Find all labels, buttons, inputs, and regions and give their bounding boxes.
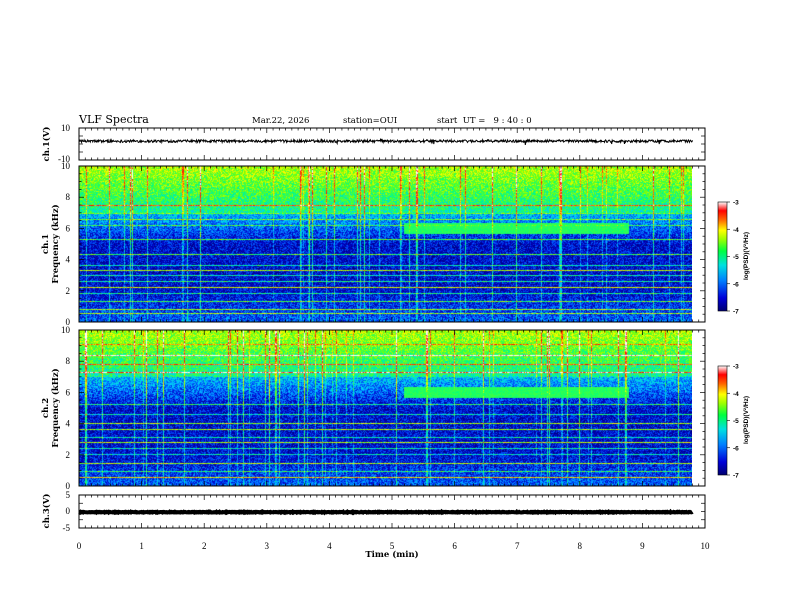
time-axis-tick-3: 3	[265, 541, 270, 551]
time-axis-tick-7: 7	[515, 541, 520, 551]
ch1-ytick-bottom: -10	[58, 154, 70, 164]
ch1-spec-ytick-label-10: 10	[61, 161, 71, 171]
ch1-colorbar-tick-label--5: -5	[733, 254, 739, 261]
ch1-spectrogram-ylabel-frequency: Frequency (kHz)	[50, 204, 61, 283]
ch2-spec-ytick-label-8: 8	[66, 356, 71, 366]
ch2-colorbar-tick-label--5: -5	[733, 418, 739, 425]
ch3-ytick-top: 5	[66, 490, 71, 500]
ch2-spectrogram-ylabel-frequency: Frequency (kHz)	[50, 368, 61, 447]
ch2-colorbar: -3 -4 -5 -6 -7 log(PSD)(V²/Hz)	[717, 364, 750, 480]
ch1-spec-ytick-label-6: 6	[66, 223, 71, 233]
ch1-colorbar-gradient	[717, 201, 728, 312]
ch3-waveform-trace	[78, 508, 694, 516]
ch2-colorbar-ticks: -3 -4 -5 -6 -7	[727, 364, 739, 480]
ch1-spec-ytick-label-2: 2	[66, 286, 71, 296]
ch2-colorbar-tick-label--7: -7	[733, 473, 739, 480]
ch1-waveform-ticks	[78, 127, 706, 161]
ch1-spec-ytick-label-4: 4	[66, 255, 71, 265]
ch3-waveform-ylabel: ch.3(V)	[41, 494, 52, 529]
ch1-spec-ytick-label-8: 8	[66, 192, 71, 202]
ch1-colorbar-tick-label--7: -7	[733, 309, 739, 316]
ch2-spectrogram-image	[79, 330, 692, 486]
time-axis-tick-5: 5	[390, 541, 395, 551]
time-axis-tick-labels: 0 1 2 3 4 5 6 7 8 9 10	[77, 541, 710, 551]
ch1-spectrogram-ticks	[78, 165, 706, 323]
time-axis-tick-6: 6	[452, 541, 457, 551]
ch2-colorbar-gradient	[717, 365, 728, 476]
ch2-spec-ytick-label-2: 2	[66, 450, 71, 460]
ch2-colorbar-label: log(PSD)(V²/Hz)	[743, 396, 750, 444]
ch1-waveform-ylabel: ch.1(V)	[41, 127, 52, 162]
time-axis-tick-10: 10	[701, 541, 711, 551]
ch1-waveform-panel: 10 -10 ch.1(V)	[41, 123, 706, 164]
ch3-ytick-bottom: -5	[63, 523, 71, 533]
time-axis-tick-9: 9	[640, 541, 645, 551]
ch1-colorbar: -3 -4 -5 -6 -7 log(PSD)(V²/Hz)	[717, 200, 750, 316]
ch2-colorbar-tick-label--6: -6	[733, 445, 739, 452]
ch3-waveform-ticks	[78, 494, 706, 529]
ch2-spectrogram-ticks	[78, 329, 706, 487]
ch1-colorbar-tick-label--3: -3	[733, 200, 739, 207]
ch2-spec-ytick-label-10: 10	[61, 325, 71, 335]
ch2-colorbar-tick-label--4: -4	[733, 391, 739, 398]
ch2-spectrogram-ylabel-channel: ch.2	[41, 398, 51, 418]
ch2-spec-ytick-label-0: 0	[66, 481, 71, 491]
time-axis-tick-2: 2	[202, 541, 207, 551]
ch2-spec-ytick-label-6: 6	[66, 387, 71, 397]
ch2-spectrogram-panel: 0 2 4 6 8 10 ch.2 Frequency (kHz)	[41, 325, 706, 491]
time-axis-label: Time (min)	[365, 549, 418, 560]
ch1-spectrogram-image	[79, 166, 692, 322]
ch1-waveform-trace	[78, 137, 693, 146]
ch2-colorbar-tick-label--3: -3	[733, 364, 739, 371]
ch1-colorbar-tick-label--6: -6	[733, 281, 739, 288]
ch2-spectrogram-ytick-labels: 0 2 4 6 8 10	[61, 325, 71, 491]
time-axis-tick-0: 0	[77, 541, 82, 551]
ch1-spectrogram-ytick-labels: 0 2 4 6 8 10	[61, 161, 71, 327]
figure-title: VLF Spectra	[78, 113, 149, 126]
figure-station: station=OUI	[343, 116, 397, 126]
ch3-waveform-panel: 5 0 -5 ch.3(V) 0 1 2 3 4 5 6 7 8 9 10 Time (min)	[41, 490, 710, 560]
ch1-spectrogram-ylabel-channel: ch.1	[41, 234, 51, 254]
time-axis-tick-1: 1	[139, 541, 144, 551]
time-axis-tick-4: 4	[327, 541, 332, 551]
ch1-spec-ytick-label-0: 0	[66, 317, 71, 327]
ch3-ytick-middle: 0	[66, 506, 71, 516]
ch1-colorbar-tick-label--4: -4	[733, 227, 739, 234]
ch1-ytick-top: 10	[61, 123, 71, 133]
ch1-colorbar-label: log(PSD)(V²/Hz)	[743, 232, 750, 280]
ch2-spec-ytick-label-4: 4	[66, 419, 71, 429]
ch1-colorbar-ticks: -3 -4 -5 -6 -7	[727, 200, 739, 316]
ch1-spectrogram-panel: 0 2 4 6 8 10 ch.1 Frequency (kHz)	[41, 161, 706, 327]
time-axis-tick-8: 8	[578, 541, 583, 551]
figure-date: Mar.22, 2026	[252, 116, 309, 126]
figure-start-time: start UT = 9 : 40 : 0	[437, 116, 532, 126]
